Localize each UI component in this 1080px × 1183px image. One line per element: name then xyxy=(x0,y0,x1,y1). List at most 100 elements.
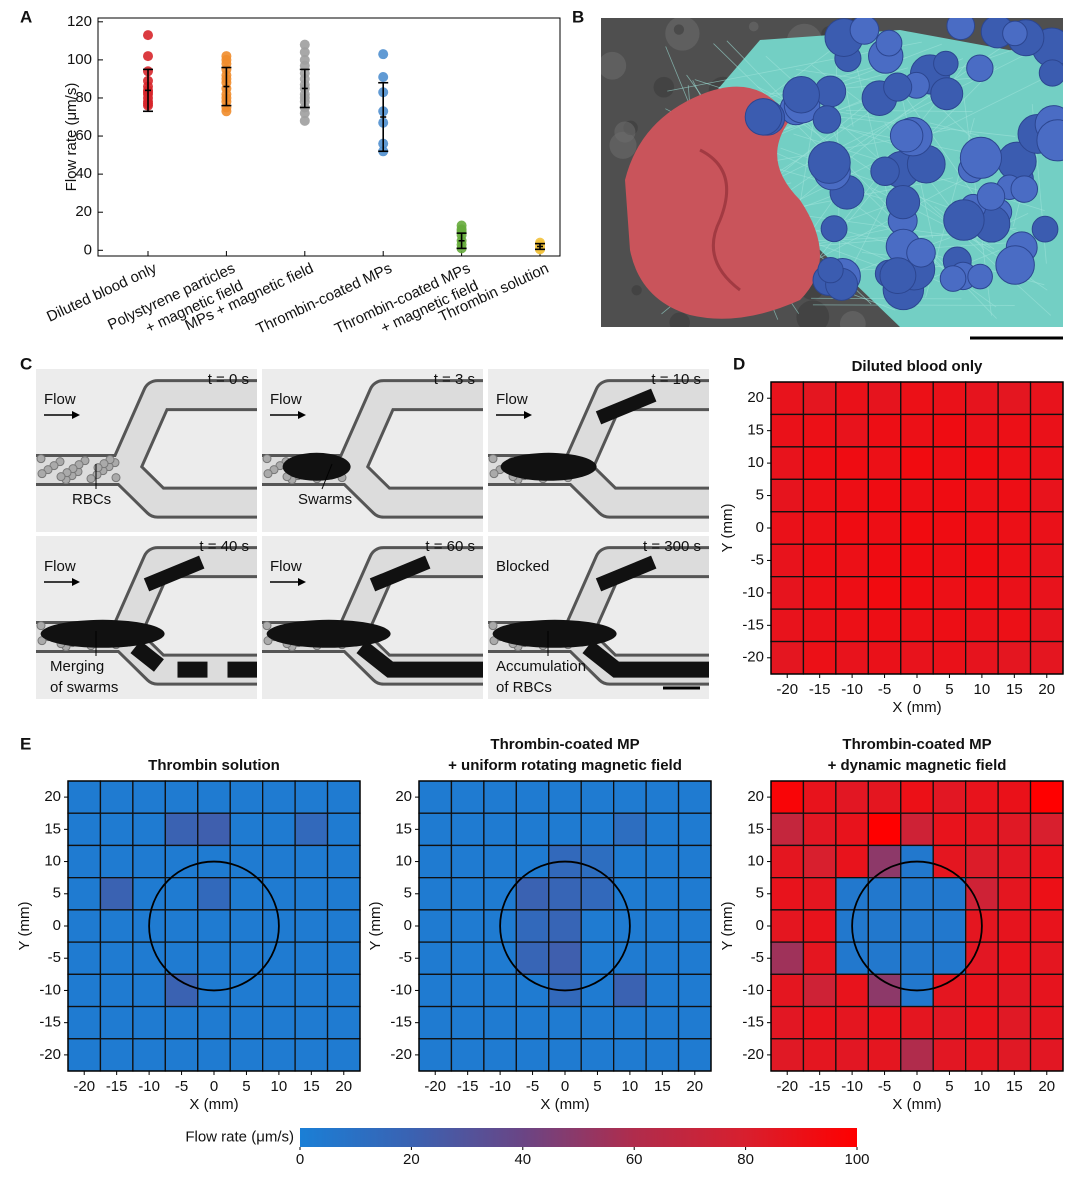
sem-texture xyxy=(631,285,642,296)
heatmap-cell xyxy=(418,973,453,1008)
heatmap-cell xyxy=(1029,844,1064,879)
heatmap-cell xyxy=(802,576,837,610)
heatmap-cell xyxy=(132,1038,166,1072)
microparticle xyxy=(906,238,936,268)
x-tick-label: 10 xyxy=(622,1078,639,1095)
x-tick-label: 15 xyxy=(1006,1078,1023,1095)
y-tick-label: -15 xyxy=(390,1014,412,1031)
colorbar xyxy=(300,1128,857,1147)
heatmap-cell xyxy=(770,780,805,814)
chart-title: Thrombin-coated MP xyxy=(842,736,991,753)
heatmap-cell xyxy=(326,1005,361,1040)
heatmap-cell xyxy=(1029,640,1064,675)
target-circle xyxy=(851,860,983,992)
microparticle xyxy=(820,215,848,243)
heatmap-cell xyxy=(965,1038,999,1072)
microparticle xyxy=(933,50,959,77)
rbc xyxy=(488,621,498,631)
swarm xyxy=(492,619,617,648)
heatmap-cell xyxy=(645,812,680,847)
status-label: Flow xyxy=(44,558,76,575)
heatmap-cell xyxy=(932,478,967,513)
heatmap-cell xyxy=(99,941,134,975)
heatmap-cell xyxy=(835,640,869,675)
heatmap-cell xyxy=(294,973,329,1008)
x-tick-label: 15 xyxy=(303,1078,320,1095)
y-tick-label: -5 xyxy=(751,551,764,568)
y-tick-label: 20 xyxy=(747,389,764,406)
heatmap-cell xyxy=(515,844,550,879)
heatmap-cell xyxy=(645,877,680,911)
heatmap-cell xyxy=(262,780,296,814)
heatmap-cell xyxy=(932,381,967,416)
heatmap-cell xyxy=(418,941,453,975)
x-tick-label: 5 xyxy=(945,1078,953,1095)
x-tick-label: 0 xyxy=(561,1078,569,1095)
y-axis-label: Y (mm) xyxy=(16,902,33,951)
heatmap-cell xyxy=(867,543,902,578)
y-tick-label: 20 xyxy=(395,788,412,805)
heatmap-cell xyxy=(770,446,805,480)
heatmap-cell xyxy=(580,1038,615,1072)
heatmap-cell xyxy=(997,1005,1032,1040)
heatmap-cell xyxy=(580,1005,615,1040)
data-point xyxy=(299,39,310,50)
heatmap-cell xyxy=(997,446,1032,480)
heatmap-cell xyxy=(867,780,902,814)
microparticle xyxy=(959,136,1003,179)
colorbar-tick-label: 0 xyxy=(296,1151,304,1168)
y-tick-label: 15 xyxy=(395,820,412,837)
heatmap-cell xyxy=(1029,1038,1064,1072)
x-tick-label: -20 xyxy=(776,681,798,698)
x-axis-label: X (mm) xyxy=(189,1096,238,1113)
microparticle xyxy=(939,265,967,292)
heatmap-cell xyxy=(900,381,934,416)
flow-arrow-head xyxy=(72,578,80,586)
heatmap-cell xyxy=(548,1005,582,1040)
x-tick-label: 20 xyxy=(686,1078,703,1095)
microparticle xyxy=(812,105,842,134)
sem-texture xyxy=(665,18,700,51)
heatmap-cell xyxy=(802,640,837,675)
y-tick-label: -20 xyxy=(390,1046,412,1063)
heatmap-cell xyxy=(997,780,1032,814)
heatmap-cell xyxy=(450,844,485,879)
heatmap-cell xyxy=(1029,877,1064,911)
heatmap-cell xyxy=(802,812,837,847)
chart-title: + dynamic magnetic field xyxy=(828,757,1007,774)
y-tick-label: 20 xyxy=(44,788,61,805)
heatmap-cell xyxy=(515,941,550,975)
heatmap-cell xyxy=(418,877,453,911)
heatmap-cell xyxy=(613,812,647,847)
heatmap-cell xyxy=(997,608,1032,643)
microparticle xyxy=(889,118,924,153)
swarm-branch xyxy=(143,555,205,592)
heatmap-cell xyxy=(802,780,837,814)
heatmap-cell xyxy=(932,543,967,578)
heatmap-cell xyxy=(802,909,837,943)
rbc xyxy=(36,454,46,464)
y-tick-label: -20 xyxy=(742,649,764,666)
x-tick-label: 5 xyxy=(242,1078,250,1095)
flow-arrow-head xyxy=(524,411,532,419)
colorbar-tick-label: 40 xyxy=(514,1151,531,1168)
swarm-branch xyxy=(369,555,431,592)
heatmap-cell xyxy=(997,413,1032,448)
x-tick-label: 10 xyxy=(974,1078,991,1095)
x-axis-label: X (mm) xyxy=(892,699,941,716)
heatmap-cell xyxy=(770,877,805,911)
heatmap-cell xyxy=(326,941,361,975)
y-tick-label: -20 xyxy=(39,1046,61,1063)
heatmap-cell xyxy=(164,877,199,911)
heatmap-cell xyxy=(229,941,264,975)
heatmap-cell xyxy=(965,478,999,513)
heatmap-cell xyxy=(965,413,999,448)
heatmap-cell xyxy=(677,812,712,847)
flow-arrow-head xyxy=(72,411,80,419)
heatmap-cell xyxy=(802,1005,837,1040)
y-tick-label: 5 xyxy=(53,885,61,902)
heatmap-cell xyxy=(867,877,902,911)
y-tick-label: -5 xyxy=(399,949,412,966)
chart-title: Thrombin solution xyxy=(148,757,280,774)
heatmap-cell xyxy=(483,877,517,911)
